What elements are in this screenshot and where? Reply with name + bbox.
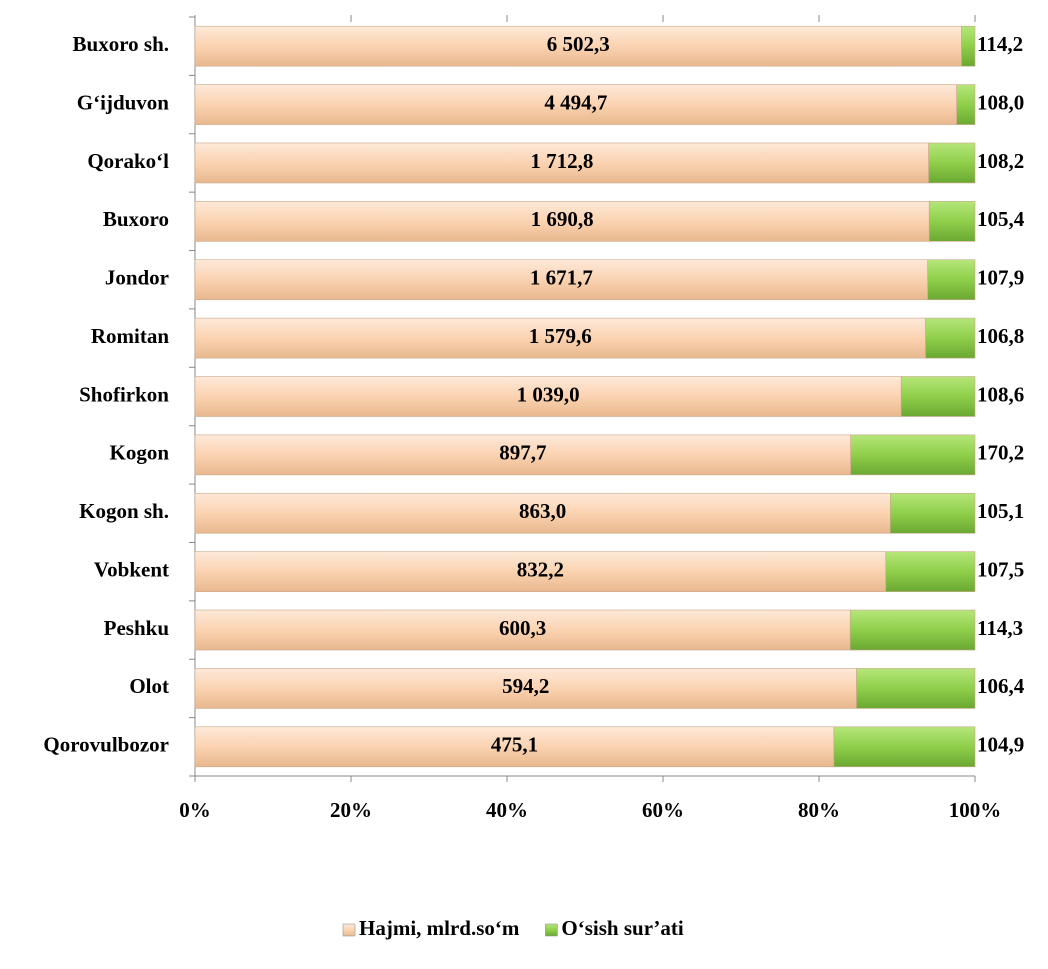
bar-segment (856, 668, 976, 709)
value-label: 106,4 (977, 674, 1025, 698)
x-tick-label: 100% (949, 798, 1002, 822)
value-label: 107,5 (977, 557, 1024, 581)
y-tick-label: Olot (129, 674, 169, 698)
value-label: 6 502,3 (547, 32, 610, 56)
bar-segment (194, 201, 930, 242)
bar-segment (885, 551, 976, 592)
legend-label: O‘sish sur’ati (561, 916, 683, 940)
value-label: 863,0 (519, 499, 566, 523)
value-label: 832,2 (517, 557, 564, 581)
x-tick-label: 0% (179, 798, 211, 822)
legend-label: Hajmi, mlrd.so‘m (359, 916, 520, 940)
value-label: 4 494,7 (544, 90, 607, 114)
y-tick-label: Kogon (109, 441, 169, 465)
bar-segment (194, 259, 929, 301)
y-tick-label: Jondor (105, 266, 169, 290)
bar-segment (956, 84, 976, 125)
value-label: 594,2 (502, 674, 549, 698)
value-label: 897,7 (499, 441, 546, 465)
bar-segment (961, 25, 976, 67)
bar-segment (890, 492, 976, 534)
value-label: 108,2 (977, 149, 1024, 173)
y-tick-label: Romitan (91, 324, 169, 348)
value-label: 105,1 (977, 499, 1024, 523)
bar-segment (833, 726, 976, 768)
value-label: 107,9 (977, 266, 1024, 290)
legend-swatch (545, 923, 558, 937)
value-label: 1 039,0 (517, 382, 580, 406)
bar-segment (194, 609, 851, 651)
value-label: 170,2 (977, 441, 1024, 465)
x-tick-label: 20% (330, 798, 372, 822)
bar-segment (927, 259, 976, 301)
value-label: 108,6 (977, 382, 1024, 406)
bar-segment (194, 376, 902, 417)
value-label: 1 690,8 (531, 207, 594, 231)
y-tick-label: Qorako‘l (87, 149, 169, 173)
bar-segment (194, 317, 926, 359)
bar-segment (194, 492, 891, 534)
x-tick-label: 60% (642, 798, 684, 822)
y-tick-label: Peshku (104, 616, 170, 640)
bar-segment (194, 434, 851, 476)
bar-segment (928, 142, 976, 184)
value-label: 104,9 (977, 733, 1024, 757)
x-tick-label: 80% (798, 798, 840, 822)
legend-swatch (342, 923, 356, 937)
y-tick-label: Vobkent (94, 557, 169, 581)
y-tick-label: G‘ijduvon (77, 90, 170, 114)
bar-segment (900, 376, 976, 417)
bar-segment (925, 317, 976, 359)
value-label: 114,3 (977, 616, 1023, 640)
bar-segment (194, 142, 929, 184)
y-tick-label: Buxoro (103, 207, 169, 231)
value-label: 105,4 (977, 207, 1025, 231)
value-label: 114,2 (977, 32, 1023, 56)
value-label: 106,8 (977, 324, 1024, 348)
bar-segment (194, 25, 962, 67)
value-label: 1 712,8 (530, 149, 593, 173)
value-label: 108,0 (977, 90, 1024, 114)
value-label: 475,1 (491, 733, 538, 757)
bar-segment (849, 609, 976, 651)
bar-segment (194, 551, 887, 592)
y-tick-label: Qorovulbozor (43, 733, 169, 757)
y-tick-label: Kogon sh. (79, 499, 169, 523)
y-tick-label: Shofirkon (79, 382, 169, 406)
value-label: 1 579,6 (529, 324, 592, 348)
bar-segment (850, 434, 976, 476)
y-tick-label: Buxoro sh. (73, 32, 169, 56)
bar-segment (194, 668, 857, 709)
bar-segment (928, 201, 976, 242)
value-label: 1 671,7 (530, 266, 593, 290)
value-label: 600,3 (499, 616, 546, 640)
bar-segment (194, 84, 957, 125)
x-tick-label: 40% (486, 798, 528, 822)
